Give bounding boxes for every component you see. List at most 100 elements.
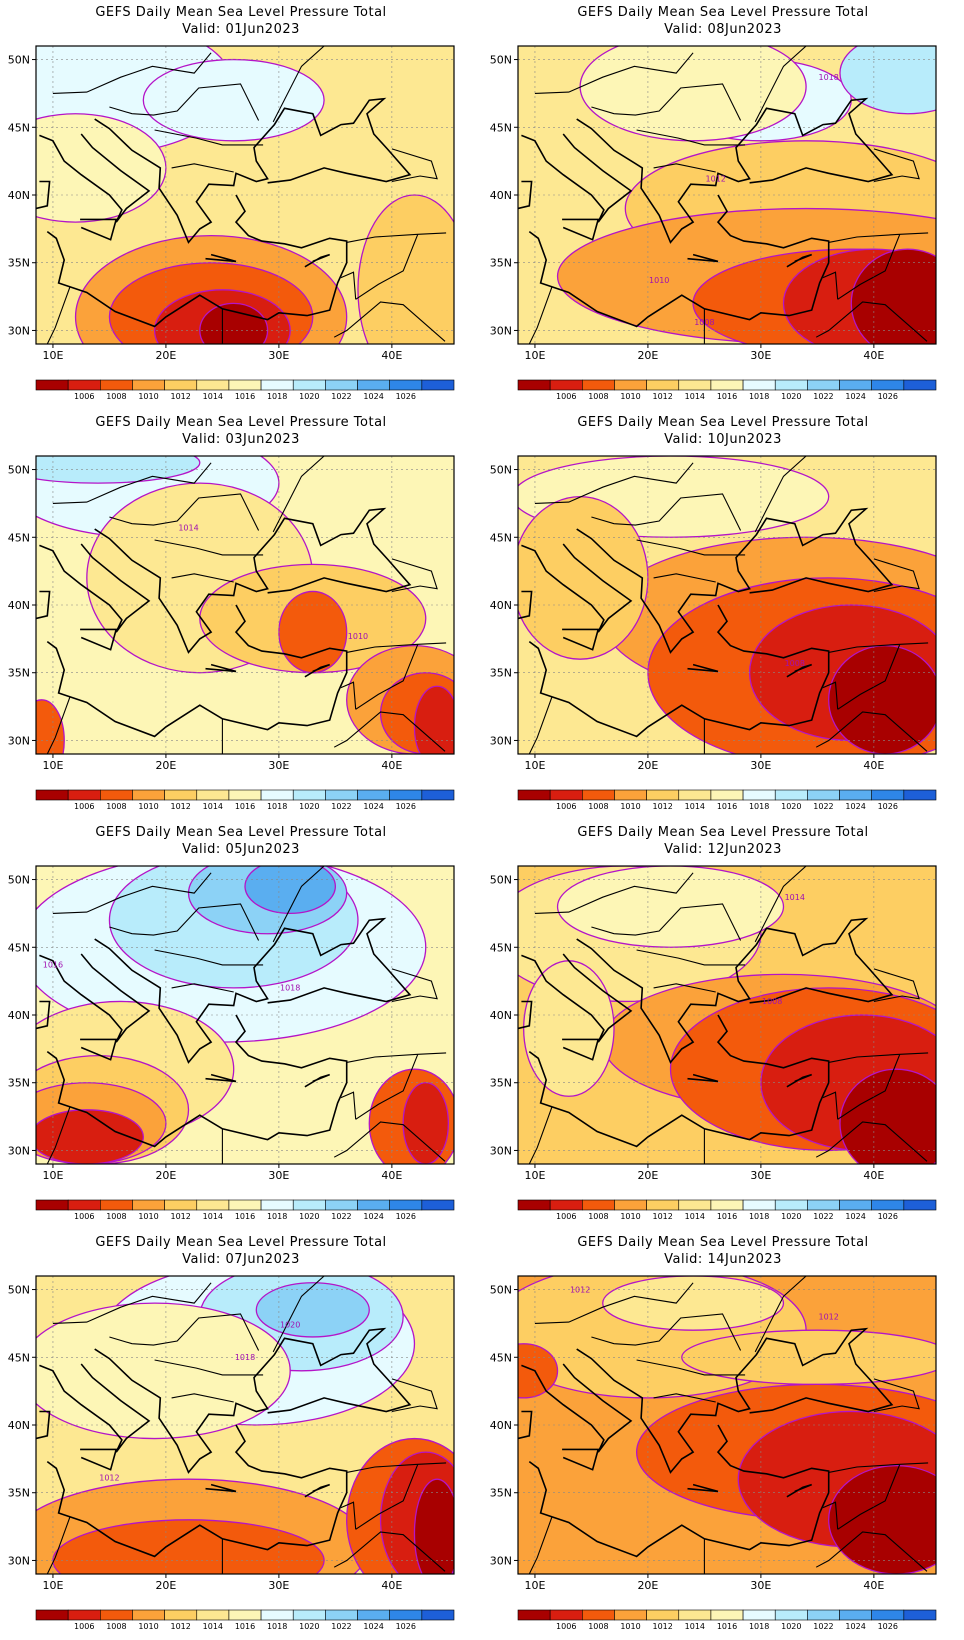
colorbar-swatch	[678, 789, 712, 801]
colorbar-label: 1016	[235, 1212, 255, 1221]
colorbar-swatch	[582, 1609, 615, 1621]
lon-tick-label: 20E	[637, 1579, 658, 1592]
colorbar-label: 1026	[396, 802, 416, 811]
lat-tick-label: 35N	[490, 257, 512, 270]
colorbar-label: 1024	[363, 1622, 383, 1631]
colorbar-swatch	[710, 1199, 744, 1211]
country-border	[828, 642, 929, 653]
country-border	[828, 1052, 929, 1063]
lat-tick-label: 40N	[490, 1009, 512, 1022]
lon-tick-label: 10E	[42, 1579, 63, 1592]
colorbar-label: 1022	[331, 1212, 351, 1221]
lat-tick-label: 50N	[490, 1284, 512, 1297]
colorbar-label: 1026	[396, 392, 416, 401]
coastline	[94, 917, 412, 1064]
lat-tick-label: 30N	[8, 1144, 30, 1157]
lat-tick-label: 50N	[490, 874, 512, 887]
lon-tick-label: 20E	[155, 1579, 176, 1592]
colorbar-label: 1024	[363, 392, 383, 401]
colorbar-swatch	[646, 1199, 680, 1211]
isobar-region	[839, 1068, 936, 1164]
colorbar-swatch	[260, 379, 294, 391]
coastline	[562, 1448, 600, 1471]
colorbar-swatch	[325, 379, 358, 391]
colorbar-swatch	[807, 1199, 840, 1211]
colorbar-swatch	[614, 789, 647, 801]
colorbar-swatch	[389, 1199, 423, 1211]
country-border	[873, 1378, 920, 1413]
isobar-region	[522, 960, 615, 1097]
colorbar-swatch	[292, 379, 326, 391]
colorbar-label: 1022	[331, 802, 351, 811]
country-border	[653, 163, 716, 173]
coastline	[39, 1363, 151, 1453]
coastline	[304, 1073, 330, 1088]
lon-tick-label: 20E	[155, 349, 176, 362]
colorbar-swatch	[196, 789, 230, 801]
coastline	[304, 1483, 330, 1498]
country-border	[154, 1359, 264, 1376]
colorbar-label: 1020	[299, 802, 319, 811]
panel-title: GEFS Daily Mean Sea Level Pressure Total	[95, 1235, 387, 1250]
country-border	[591, 493, 742, 531]
panel-title: GEFS Daily Mean Sea Level Pressure Total	[577, 5, 869, 20]
colorbar-label: 1010	[620, 392, 640, 401]
country-border	[828, 232, 929, 243]
country-border	[272, 866, 325, 943]
lon-tick-label: 10E	[524, 1169, 545, 1182]
colorbar-swatch	[100, 1609, 133, 1621]
colorbar-label: 1024	[845, 1622, 865, 1631]
colorbar-swatch	[742, 789, 776, 801]
isobar-label: 1008	[785, 659, 805, 668]
colorbar-label: 1006	[74, 802, 94, 811]
colorbar-label: 1018	[749, 1622, 769, 1631]
isobar-label: 1018	[818, 73, 838, 82]
colorbar-swatch	[839, 379, 872, 391]
country-border	[528, 1106, 553, 1164]
lat-tick-label: 35N	[490, 1487, 512, 1500]
colorbar-swatch	[774, 1609, 808, 1621]
country-border	[340, 1501, 357, 1530]
lat-tick-label: 45N	[490, 941, 512, 954]
colorbar-label: 1026	[878, 392, 898, 401]
lon-tick-label: 20E	[637, 759, 658, 772]
country-border	[52, 462, 212, 504]
lat-tick-label: 50N	[490, 464, 512, 477]
lon-tick-label: 40E	[381, 349, 402, 362]
lat-tick-label: 35N	[490, 1077, 512, 1090]
coastline	[205, 253, 237, 263]
lon-tick-label: 10E	[524, 1579, 545, 1592]
colorbar-swatch	[614, 1609, 647, 1621]
country-border	[591, 1313, 742, 1351]
colorbar-swatch	[678, 1199, 712, 1211]
country-border	[815, 711, 928, 752]
lat-tick-label: 40N	[8, 189, 30, 202]
panel-valid-date: Valid: 05Jun2023	[182, 842, 300, 857]
colorbar-swatch	[357, 379, 390, 391]
country-border	[52, 1282, 212, 1324]
lat-tick-label: 50N	[8, 464, 30, 477]
isobar-label: 1012	[706, 174, 726, 183]
colorbar-swatch	[357, 1609, 390, 1621]
coastline	[205, 663, 237, 673]
country-border	[822, 1501, 839, 1530]
panel-title: GEFS Daily Mean Sea Level Pressure Total	[95, 825, 387, 840]
colorbar-label: 1020	[299, 392, 319, 401]
colorbar-swatch	[35, 1609, 69, 1621]
coastline	[786, 1483, 812, 1498]
coastline	[786, 253, 812, 268]
colorbar-swatch	[35, 789, 69, 801]
country-border	[815, 1531, 928, 1572]
country-border	[109, 1313, 260, 1351]
lon-tick-label: 30E	[750, 1169, 771, 1182]
lat-tick-label: 30N	[490, 1144, 512, 1157]
country-border	[154, 129, 264, 146]
colorbar-swatch	[292, 1199, 326, 1211]
country-border	[636, 539, 746, 556]
coastline	[80, 1038, 118, 1061]
isobar-region	[255, 1282, 370, 1338]
country-border	[822, 1091, 839, 1120]
lat-tick-label: 30N	[490, 734, 512, 747]
isobar-region	[413, 685, 454, 754]
